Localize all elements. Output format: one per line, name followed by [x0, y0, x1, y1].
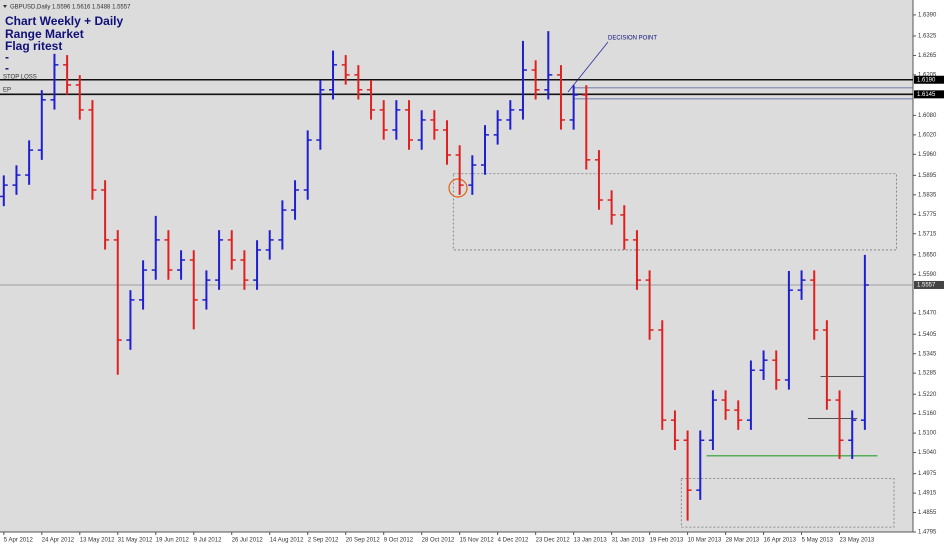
zone [680, 478, 895, 528]
y-tick-label: 1.4975 [918, 471, 937, 477]
y-tick-label: 1.5040 [918, 450, 937, 456]
x-tick-label: 23 Dec 2012 [536, 538, 571, 544]
decision-pointer [567, 41, 609, 93]
y-tick-label: 1.5895 [918, 173, 937, 179]
plot-background [0, 0, 913, 532]
y-tick-label: 1.6390 [918, 12, 937, 18]
x-tick-label: 16 Apr 2013 [764, 538, 797, 544]
x-tick-label: 28 Mar 2013 [726, 538, 760, 544]
x-tick-label: 13 May 2012 [80, 538, 115, 544]
x-tick-label: 31 May 2012 [118, 538, 153, 544]
price-label-box [914, 90, 944, 99]
y-tick-label: 1.5590 [918, 272, 937, 278]
y-tick-label: 1.5160 [918, 411, 937, 417]
x-tick-label: 19 Feb 2013 [650, 538, 684, 544]
y-tick-label: 1.6205 [918, 72, 937, 78]
x-tick-label: 4 Dec 2012 [498, 538, 529, 544]
entry-label: EP [3, 88, 11, 94]
x-tick-label: 10 Mar 2013 [688, 538, 722, 544]
price-label: 1.6190 [917, 77, 936, 83]
x-tick-label: 19 Jun 2012 [156, 538, 190, 544]
x-tick-label: 13 Jan 2013 [574, 538, 608, 544]
price-label-box [914, 75, 944, 84]
y-tick-label: 1.5835 [918, 192, 937, 198]
x-tick-label: 2 Sep 2012 [308, 538, 339, 544]
x-tick-label: 14 Aug 2012 [270, 538, 304, 544]
zone [452, 173, 897, 251]
y-tick-label: 1.5345 [918, 351, 937, 357]
x-tick-label: 9 Jul 2012 [194, 538, 222, 544]
stop-loss-label: STOP LOSS [3, 75, 37, 81]
price-label-box [914, 280, 944, 289]
y-tick-label: 1.6325 [918, 34, 937, 40]
x-tick-label: 5 May 2013 [802, 538, 834, 544]
y-tick-label: 1.5960 [918, 152, 937, 158]
menu-icon [3, 5, 7, 8]
annotation: Chart Weekly + Daily [5, 14, 123, 28]
x-tick-label: 5 Apr 2012 [4, 538, 34, 544]
x-tick-label: 28 Oct 2012 [422, 538, 455, 544]
axis-panel [0, 532, 945, 549]
y-tick-label: 1.5470 [918, 311, 937, 317]
x-tick-label: 24 Apr 2012 [42, 538, 75, 544]
y-tick-label: 1.6265 [918, 53, 937, 59]
y-tick-label: 1.6020 [918, 132, 937, 138]
annotation: - [5, 50, 9, 64]
x-tick-label: 31 Jan 2013 [612, 538, 646, 544]
y-tick-label: 1.4855 [918, 510, 937, 516]
annotation: Range Market [5, 27, 84, 41]
annotation: Flag ritest [5, 39, 62, 53]
y-tick-label: 1.5775 [918, 212, 937, 218]
y-tick-label: 1.4795 [918, 530, 937, 536]
y-tick-label: 1.5100 [918, 431, 937, 437]
symbol-info: GBPUSD,Daily 1.5596 1.5616 1.5488 1.5557 [10, 5, 131, 11]
y-tick-label: 1.5285 [918, 371, 937, 377]
x-tick-label: 26 Jul 2012 [232, 538, 264, 544]
x-tick-label: 15 Nov 2012 [460, 538, 495, 544]
y-tick-label: 1.5650 [918, 252, 937, 258]
y-tick-label: 1.5220 [918, 392, 937, 398]
x-tick-label: 23 May 2013 [840, 538, 875, 544]
x-tick-label: 20 Sep 2012 [346, 538, 381, 544]
price-label: 1.5557 [917, 283, 936, 289]
y-tick-label: 1.5405 [918, 332, 937, 338]
y-tick-label: 1.5715 [918, 231, 937, 237]
annotation: - [5, 61, 9, 75]
y-tick-label: 1.6080 [918, 113, 937, 119]
highlight-circle [448, 178, 468, 198]
y-tick-label: 1.4915 [918, 491, 937, 497]
x-tick-label: 9 Oct 2012 [384, 538, 414, 544]
decision-label: DECISION POINT [608, 36, 657, 42]
price-label: 1.6145 [917, 92, 936, 98]
